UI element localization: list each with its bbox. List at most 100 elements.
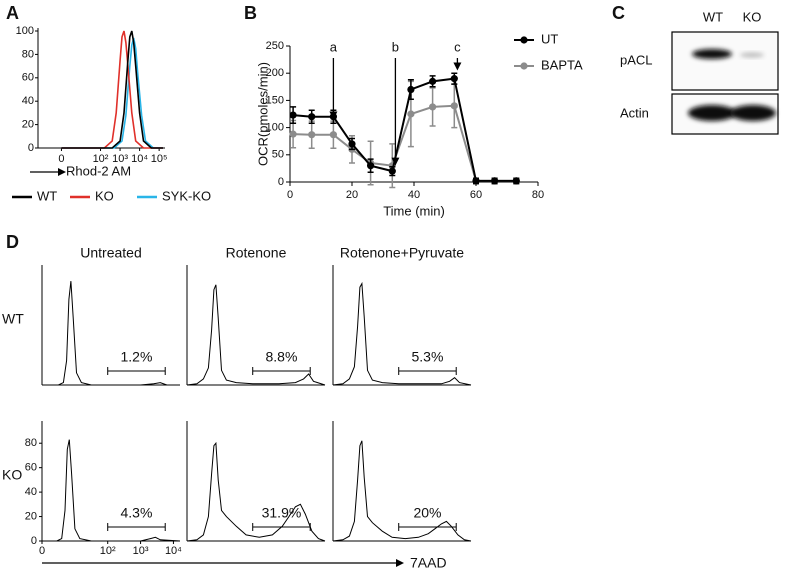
- point: [512, 177, 520, 185]
- column-title: Rotenone: [226, 245, 287, 261]
- panel-letter: B: [244, 3, 257, 23]
- band: [730, 105, 776, 121]
- point: [429, 77, 437, 85]
- histogram-curve: [61, 30, 163, 149]
- point: [429, 103, 437, 111]
- point: [407, 85, 415, 94]
- gate: [252, 523, 311, 531]
- point: [407, 110, 415, 118]
- percent-label: 8.8%: [266, 349, 298, 365]
- lane-label: KO: [743, 9, 762, 24]
- panel-letter: D: [6, 232, 19, 252]
- arrow-head: [58, 168, 66, 176]
- point: [348, 140, 356, 148]
- percent-label: 5.3%: [412, 349, 444, 365]
- annotation-arrow-head: [453, 62, 462, 71]
- y-tick-label: 40: [22, 95, 34, 107]
- y-tick-label: 250: [266, 40, 284, 52]
- y-tick-label: 80: [25, 437, 37, 449]
- x-tick-label: 60: [470, 189, 482, 201]
- y-tick-label: 0: [31, 535, 37, 547]
- band: [740, 52, 764, 58]
- x-tick-label: 0: [58, 153, 64, 165]
- y-tick-label: 0: [278, 176, 284, 188]
- x-tick-label: 10⁴: [165, 545, 182, 557]
- point: [289, 111, 297, 119]
- legend-marker: [520, 62, 528, 70]
- percent-label: 4.3%: [121, 505, 153, 521]
- column-title: Untreated: [80, 245, 141, 261]
- annotation-arrow-head: [391, 157, 400, 166]
- gate: [398, 367, 457, 375]
- gate: [107, 523, 166, 531]
- x-axis-label: 7AAD: [410, 555, 447, 571]
- row-label: WT: [2, 311, 24, 327]
- x-axis-label: Rhod-2 AM: [66, 163, 131, 178]
- point: [308, 113, 316, 121]
- percent-label: 31.9%: [262, 505, 302, 521]
- y-tick-label: 0: [28, 142, 34, 154]
- panel-letter: C: [612, 3, 625, 23]
- y-tick-label: 60: [22, 72, 34, 84]
- x-tick-label: 40: [408, 189, 420, 201]
- percent-label: 1.2%: [121, 349, 153, 365]
- legend-marker: [520, 36, 528, 44]
- lane-label: WT: [703, 9, 723, 24]
- point: [450, 75, 458, 83]
- row-label: Actin: [620, 105, 649, 120]
- legend-label: UT: [541, 31, 558, 46]
- y-tick-label: 20: [22, 119, 34, 131]
- point: [329, 131, 337, 139]
- y-tick-label: 60: [25, 462, 37, 474]
- gate: [252, 367, 311, 375]
- point: [289, 130, 297, 138]
- y-tick-label: 100: [16, 25, 34, 37]
- histogram-curve: [186, 441, 326, 542]
- legend-label: BAPTA: [541, 57, 583, 72]
- annotation-label: a: [330, 39, 338, 54]
- x-tick-label: 10³: [133, 545, 149, 557]
- y-tick-label: 20: [25, 510, 37, 522]
- x-tick-label: 10²: [100, 545, 116, 557]
- histogram-curve: [332, 281, 472, 386]
- legend-label: KO: [95, 188, 114, 203]
- arrow-head: [396, 559, 404, 567]
- x-tick-label: 0: [287, 189, 293, 201]
- y-tick-label: 150: [266, 94, 284, 106]
- histogram-curve: [61, 30, 163, 149]
- gate: [107, 367, 166, 375]
- x-tick-label: 10²: [93, 153, 109, 165]
- y-tick-label: 80: [22, 48, 34, 60]
- point: [472, 177, 480, 185]
- annotation-arrow-head: [329, 111, 338, 120]
- point: [491, 177, 499, 185]
- y-axis-label: OCR(pmoles/min): [255, 62, 270, 166]
- y-tick-label: 50: [272, 149, 284, 161]
- x-tick-label: 10⁴: [131, 153, 148, 165]
- point: [308, 131, 316, 139]
- histogram-curve: [42, 439, 181, 542]
- histogram-curve: [61, 37, 163, 149]
- band: [692, 49, 732, 59]
- legend-label: WT: [37, 188, 57, 203]
- x-tick-label: 10³: [112, 153, 128, 165]
- percent-label: 20%: [413, 505, 441, 521]
- annotation-label: b: [392, 39, 399, 54]
- point: [367, 162, 375, 170]
- y-tick-label: 100: [266, 122, 284, 134]
- row-label: pACL: [620, 52, 653, 67]
- band: [688, 105, 736, 121]
- x-tick-label: 20: [346, 189, 358, 201]
- histogram-curve: [42, 281, 180, 386]
- y-tick-label: 200: [266, 67, 284, 79]
- y-tick-label: 40: [25, 486, 37, 498]
- blot-frame: [671, 31, 779, 91]
- point: [450, 102, 458, 110]
- row-label: KO: [2, 467, 22, 483]
- histogram-curve: [332, 440, 472, 542]
- x-tick-label: 0: [39, 545, 45, 557]
- gate: [398, 523, 457, 531]
- x-tick-label: 10⁵: [151, 153, 168, 165]
- point: [388, 167, 396, 175]
